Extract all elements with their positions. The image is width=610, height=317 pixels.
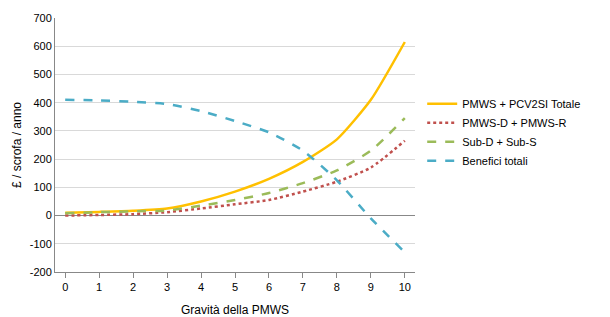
svg-text:600: 600 — [33, 40, 51, 52]
svg-text:100: 100 — [33, 181, 51, 193]
svg-text:Benefici totali: Benefici totali — [462, 155, 527, 167]
svg-text:2: 2 — [130, 281, 136, 293]
svg-text:Sub-D + Sub-S: Sub-D + Sub-S — [462, 136, 536, 148]
svg-text:0: 0 — [62, 281, 68, 293]
svg-text:4: 4 — [198, 281, 204, 293]
svg-text:PMWS + PCV2SI Totale: PMWS + PCV2SI Totale — [462, 98, 580, 110]
svg-text:Gravità della PMWS: Gravità della PMWS — [181, 303, 289, 317]
svg-text:5: 5 — [232, 281, 238, 293]
svg-text:400: 400 — [33, 97, 51, 109]
svg-text:500: 500 — [33, 68, 51, 80]
svg-text:1: 1 — [96, 281, 102, 293]
svg-text:PMWS-D + PMWS-R: PMWS-D + PMWS-R — [462, 117, 566, 129]
svg-text:-200: -200 — [30, 266, 52, 278]
svg-text:6: 6 — [266, 281, 272, 293]
svg-text:8: 8 — [334, 281, 340, 293]
svg-text:3: 3 — [164, 281, 170, 293]
svg-text:0: 0 — [46, 209, 52, 221]
svg-text:700: 700 — [33, 12, 51, 24]
svg-text:300: 300 — [33, 125, 51, 137]
svg-text:£ / scrofa / anno: £ / scrofa / anno — [10, 102, 24, 188]
svg-text:200: 200 — [33, 153, 51, 165]
svg-text:10: 10 — [399, 281, 411, 293]
svg-text:7: 7 — [300, 281, 306, 293]
svg-text:-100: -100 — [30, 238, 52, 250]
svg-text:9: 9 — [368, 281, 374, 293]
